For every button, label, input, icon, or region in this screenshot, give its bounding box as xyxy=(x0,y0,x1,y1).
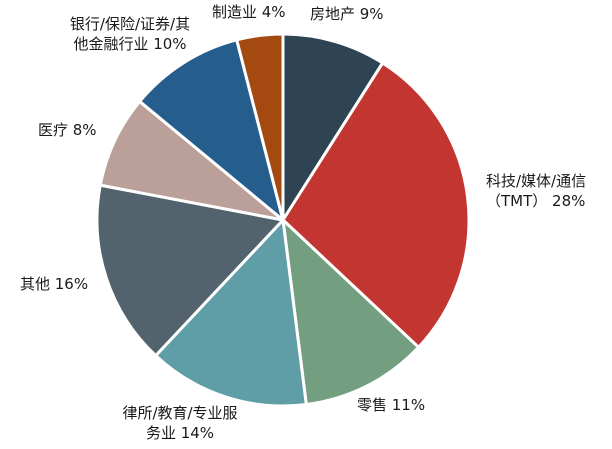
slice-label-line: （TMT） 28% xyxy=(486,192,585,210)
pie-slice xyxy=(95,183,285,358)
slice-label-line: 务业 14% xyxy=(146,424,214,442)
slice-label: 零售 11% xyxy=(357,396,425,414)
pie-slice xyxy=(281,61,471,349)
pie-slice xyxy=(98,99,285,222)
slice-label: 房地产 9% xyxy=(310,5,384,23)
slice-label: 医疗 8% xyxy=(38,121,97,139)
slice-label: 科技/媒体/通信 （TMT） 28% xyxy=(486,172,586,210)
pie-slice xyxy=(281,218,421,407)
slice-label: 律所/教育/专业服务业 14% xyxy=(122,404,237,442)
slice-label-line: 零售 11% xyxy=(357,396,425,414)
slice-label-line: 医疗 8% xyxy=(38,121,97,139)
pie-slice xyxy=(154,218,308,408)
slice-label-line: 房地产 9% xyxy=(310,5,384,23)
slice-label-line: 律所/教育/专业服 xyxy=(122,404,237,422)
slice-label-line: 银行/保险/证券/其 xyxy=(70,15,190,33)
slice-label-line: 科技/媒体/通信 xyxy=(486,172,586,190)
slice-label: 银行/保险/证券/其他金融行业 10% xyxy=(70,15,190,53)
slice-label: 制造业 4% xyxy=(212,3,286,21)
slice-label-line: 其他 16% xyxy=(20,275,88,293)
slice-label: 其他 16% xyxy=(20,275,88,293)
pie-slice xyxy=(235,32,285,222)
pie-labels: 房地产 9% 科技/媒体/通信 （TMT） 28% 零售 11% 律所/教育/专业服务业… xyxy=(20,3,586,442)
slice-label-line: 他金融行业 10% xyxy=(73,35,186,53)
pie-slice xyxy=(281,32,385,222)
slice-label-line: 制造业 4% xyxy=(212,3,286,21)
pie-slices xyxy=(95,32,471,408)
